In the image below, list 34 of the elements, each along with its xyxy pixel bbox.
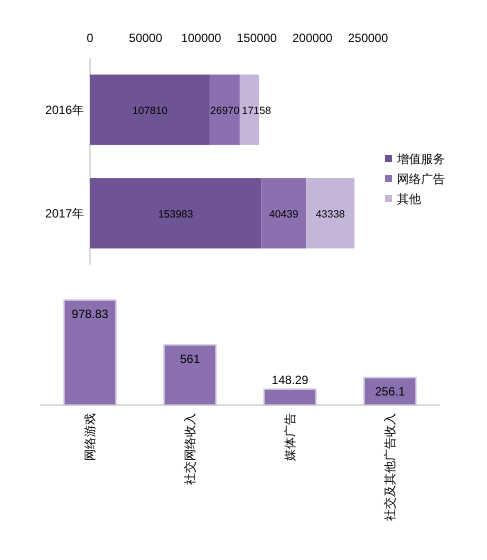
data-label: 107810 <box>132 104 168 117</box>
data-label: 43338 <box>316 208 346 220</box>
x-tick-label: 100000 <box>181 31 222 45</box>
data-label: 256.1 <box>374 384 406 399</box>
data-label: 40439 <box>269 208 298 220</box>
bar <box>263 388 317 406</box>
x-tick-label: 0 <box>86 31 94 45</box>
x-tick-label: 媒体广告 <box>283 413 297 461</box>
data-label: 561 <box>180 352 200 366</box>
bar <box>261 178 306 248</box>
data-label: 148.29 <box>272 373 309 388</box>
bar <box>163 344 217 406</box>
x-tick-label: 50000 <box>128 31 163 45</box>
bar <box>90 178 262 248</box>
y-tick-label: 2017年 <box>45 206 84 220</box>
x-tick-label: 社交网络收入 <box>183 413 197 485</box>
data-label: 17158 <box>242 104 272 117</box>
bar <box>363 376 417 406</box>
legend-label: 增值服务 <box>396 152 445 166</box>
x-tick-label: 社交及其他广告收入 <box>383 413 397 521</box>
bar <box>63 299 117 406</box>
x-tick-label: 200000 <box>292 31 333 45</box>
legend-label: 其他 <box>397 192 421 206</box>
data-label: 26970 <box>210 104 240 117</box>
bar <box>306 178 354 248</box>
y-tick-label: 2016年 <box>45 102 84 117</box>
x-tick-label: 网络游戏 <box>83 413 97 461</box>
data-label: 153983 <box>158 208 194 220</box>
x-tick-label: 250000 <box>348 31 388 45</box>
legend-label: 网络广告 <box>397 172 445 186</box>
bar <box>90 74 210 145</box>
x-tick-label: 150000 <box>236 31 278 45</box>
data-label: 978.83 <box>72 307 109 321</box>
bar <box>210 74 240 145</box>
